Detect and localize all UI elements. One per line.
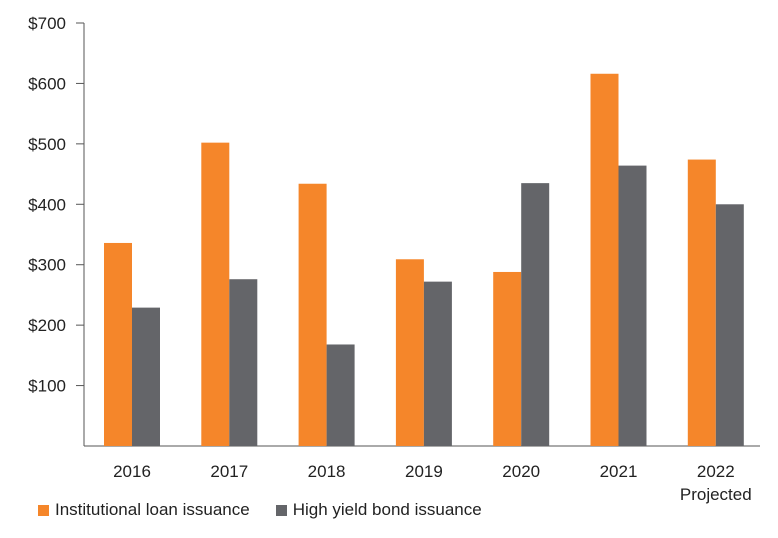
x-tick-label: 2017 bbox=[210, 462, 248, 481]
legend-label-institutional-loan: Institutional loan issuance bbox=[55, 500, 250, 519]
legend-label-high-yield-bond: High yield bond issuance bbox=[292, 500, 482, 519]
y-tick-label: $100 bbox=[28, 377, 66, 396]
bars bbox=[104, 73, 744, 447]
bar-high-yield-bond bbox=[326, 344, 355, 446]
bar-institutional-loan bbox=[395, 259, 424, 446]
bar-high-yield-bond bbox=[521, 183, 550, 446]
y-axis: $100 $200 $300 $400 $500 $600 $700 bbox=[28, 14, 85, 446]
x-axis: 2016 2017 2018 2019 2020 2021 2022 Projected bbox=[84, 445, 760, 504]
y-tick-label: $500 bbox=[28, 135, 66, 154]
x-tick-label: 2018 bbox=[308, 462, 346, 481]
bar-institutional-loan bbox=[493, 271, 522, 446]
x-tick-label: 2022 bbox=[697, 462, 735, 481]
bar-institutional-loan bbox=[201, 142, 230, 447]
bar-institutional-loan bbox=[687, 159, 716, 446]
y-tick-label: $300 bbox=[28, 256, 66, 275]
legend-swatch-institutional-loan bbox=[38, 504, 49, 516]
y-tick-label: $200 bbox=[28, 316, 66, 335]
bar-high-yield-bond bbox=[423, 281, 452, 446]
legend-item-high-yield-bond: High yield bond issuance bbox=[275, 500, 482, 520]
x-tick-label: 2016 bbox=[113, 462, 151, 481]
x-tick-label: 2021 bbox=[600, 462, 638, 481]
bar-institutional-loan bbox=[298, 183, 327, 447]
bar-high-yield-bond bbox=[229, 279, 258, 446]
legend-swatch-high-yield-bond bbox=[275, 504, 287, 516]
y-tick-label: $700 bbox=[28, 14, 66, 33]
bar-high-yield-bond bbox=[715, 204, 744, 446]
y-tick-label: $600 bbox=[28, 74, 66, 93]
x-tick-sublabel: Projected bbox=[680, 485, 752, 504]
x-tick-label: 2020 bbox=[502, 462, 540, 481]
y-tick-label: $400 bbox=[28, 195, 66, 214]
bar-high-yield-bond bbox=[618, 165, 647, 446]
x-tick-label: 2019 bbox=[405, 462, 443, 481]
legend-item-institutional-loan: Institutional loan issuance bbox=[38, 500, 250, 520]
bar-institutional-loan bbox=[104, 242, 132, 446]
bar-institutional-loan bbox=[590, 73, 619, 446]
bar-high-yield-bond bbox=[132, 307, 160, 446]
legend: Institutional loan issuance High yield b… bbox=[38, 500, 482, 520]
